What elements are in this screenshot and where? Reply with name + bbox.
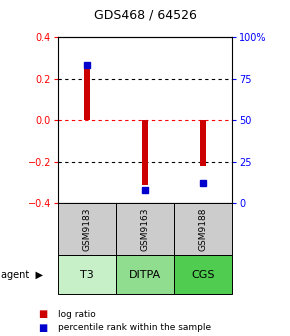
Text: agent  ▶: agent ▶	[1, 270, 44, 280]
Text: GSM9163: GSM9163	[140, 208, 150, 251]
Text: GDS468 / 64526: GDS468 / 64526	[94, 8, 196, 22]
Bar	[142, 120, 148, 184]
Bar	[84, 64, 90, 120]
Text: GSM9183: GSM9183	[82, 208, 92, 251]
Text: ■: ■	[38, 309, 47, 319]
Text: percentile rank within the sample: percentile rank within the sample	[58, 323, 211, 332]
Text: T3: T3	[80, 270, 94, 280]
Text: DITPA: DITPA	[129, 270, 161, 280]
Text: GSM9188: GSM9188	[198, 208, 208, 251]
Text: ■: ■	[38, 323, 47, 333]
Text: log ratio: log ratio	[58, 310, 96, 319]
Text: CGS: CGS	[191, 270, 215, 280]
Bar	[200, 120, 206, 166]
